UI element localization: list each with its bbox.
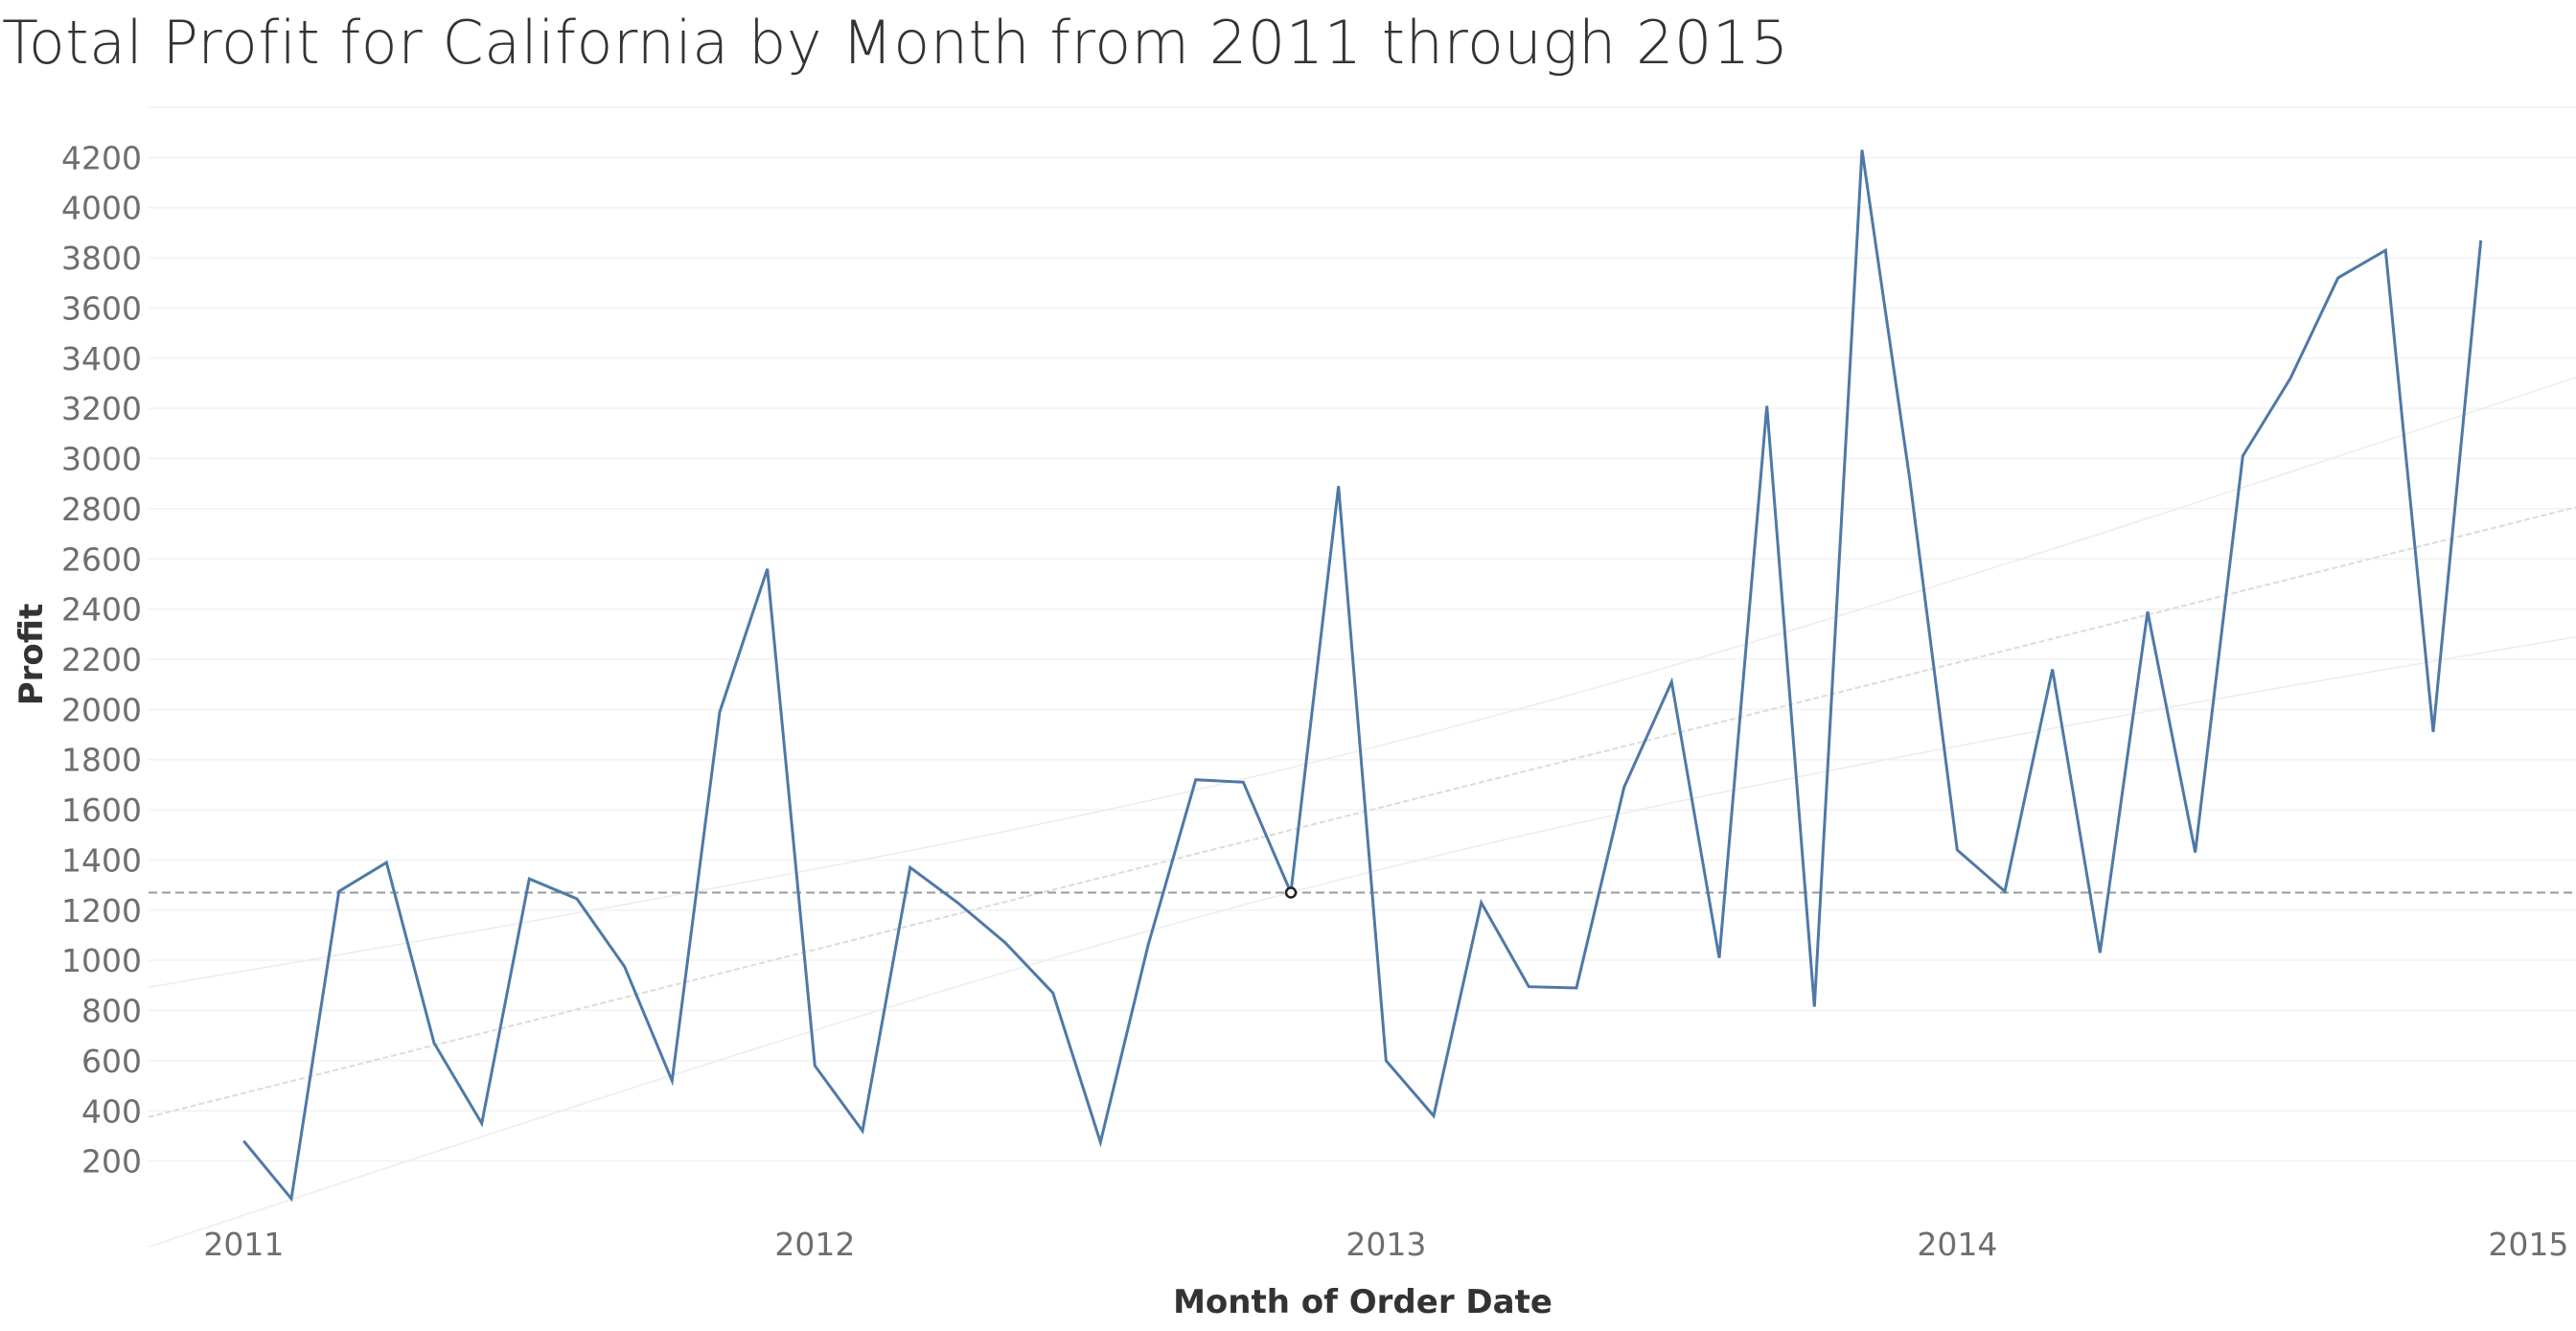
y-tick-label: 3800 — [61, 240, 142, 277]
x-tick-label: 2011 — [203, 1226, 284, 1263]
y-tick-label: 600 — [81, 1043, 142, 1080]
trend-lower-band — [148, 635, 2576, 1248]
y-axis-title: Profit — [12, 604, 51, 706]
y-tick-label: 3000 — [61, 441, 142, 478]
y-tick-label: 2600 — [61, 540, 142, 578]
y-tick-label: 1600 — [61, 792, 142, 829]
y-tick-label: 400 — [81, 1092, 142, 1130]
x-tick-label: 2012 — [774, 1226, 855, 1263]
y-tick-label: 1000 — [61, 942, 142, 979]
y-tick-label: 3600 — [61, 289, 142, 327]
y-axis: 200 400 600 800 1000 1200 1400 1600 1800 2000 2200… — [61, 139, 142, 1180]
x-tick-label: 2013 — [1346, 1226, 1426, 1263]
y-tick-label: 4000 — [61, 190, 142, 227]
y-tick-label: 2800 — [61, 491, 142, 528]
gridlines — [149, 106, 2576, 1162]
y-tick-label: 200 — [81, 1143, 142, 1181]
chart-title: Total Profit for California by Month fro… — [2, 8, 1789, 78]
x-tick-label: 2014 — [1917, 1226, 1997, 1263]
profit-series — [242, 149, 2483, 1203]
x-axis-title: Month of Order Date — [1173, 1283, 1552, 1321]
trend-lines — [148, 377, 2576, 1248]
x-tick-label: 2015 — [2488, 1226, 2568, 1263]
y-tick-label: 1200 — [61, 892, 142, 929]
y-tick-label: 2000 — [61, 691, 142, 728]
trend-upper-band — [148, 377, 2576, 988]
trend-line — [148, 506, 2576, 1118]
x-axis: 2011 2012 2013 2014 2015 — [203, 1226, 2568, 1263]
y-tick-label: 3200 — [61, 390, 142, 427]
y-tick-label: 2400 — [61, 591, 142, 629]
y-tick-label: 2200 — [61, 641, 142, 678]
y-tick-label: 4200 — [61, 139, 142, 176]
profit-line — [242, 149, 2483, 1203]
y-tick-label: 800 — [81, 993, 142, 1030]
y-tick-label: 1400 — [61, 841, 142, 879]
y-tick-label: 3400 — [61, 340, 142, 378]
y-tick-label: 1800 — [61, 742, 142, 779]
highlighted-data-point — [1284, 886, 1298, 899]
